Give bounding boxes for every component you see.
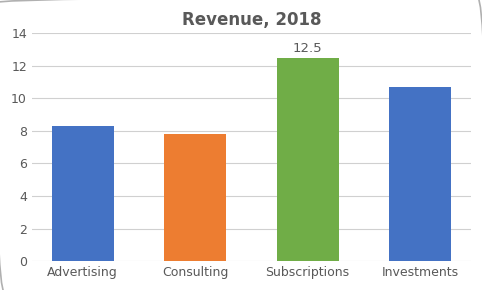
Bar — [277, 58, 338, 261]
Bar — [164, 134, 226, 261]
Text: 12.5: 12.5 — [293, 41, 322, 55]
Bar — [52, 126, 114, 261]
Title: Revenue, 2018: Revenue, 2018 — [182, 11, 321, 29]
Bar — [389, 87, 451, 261]
